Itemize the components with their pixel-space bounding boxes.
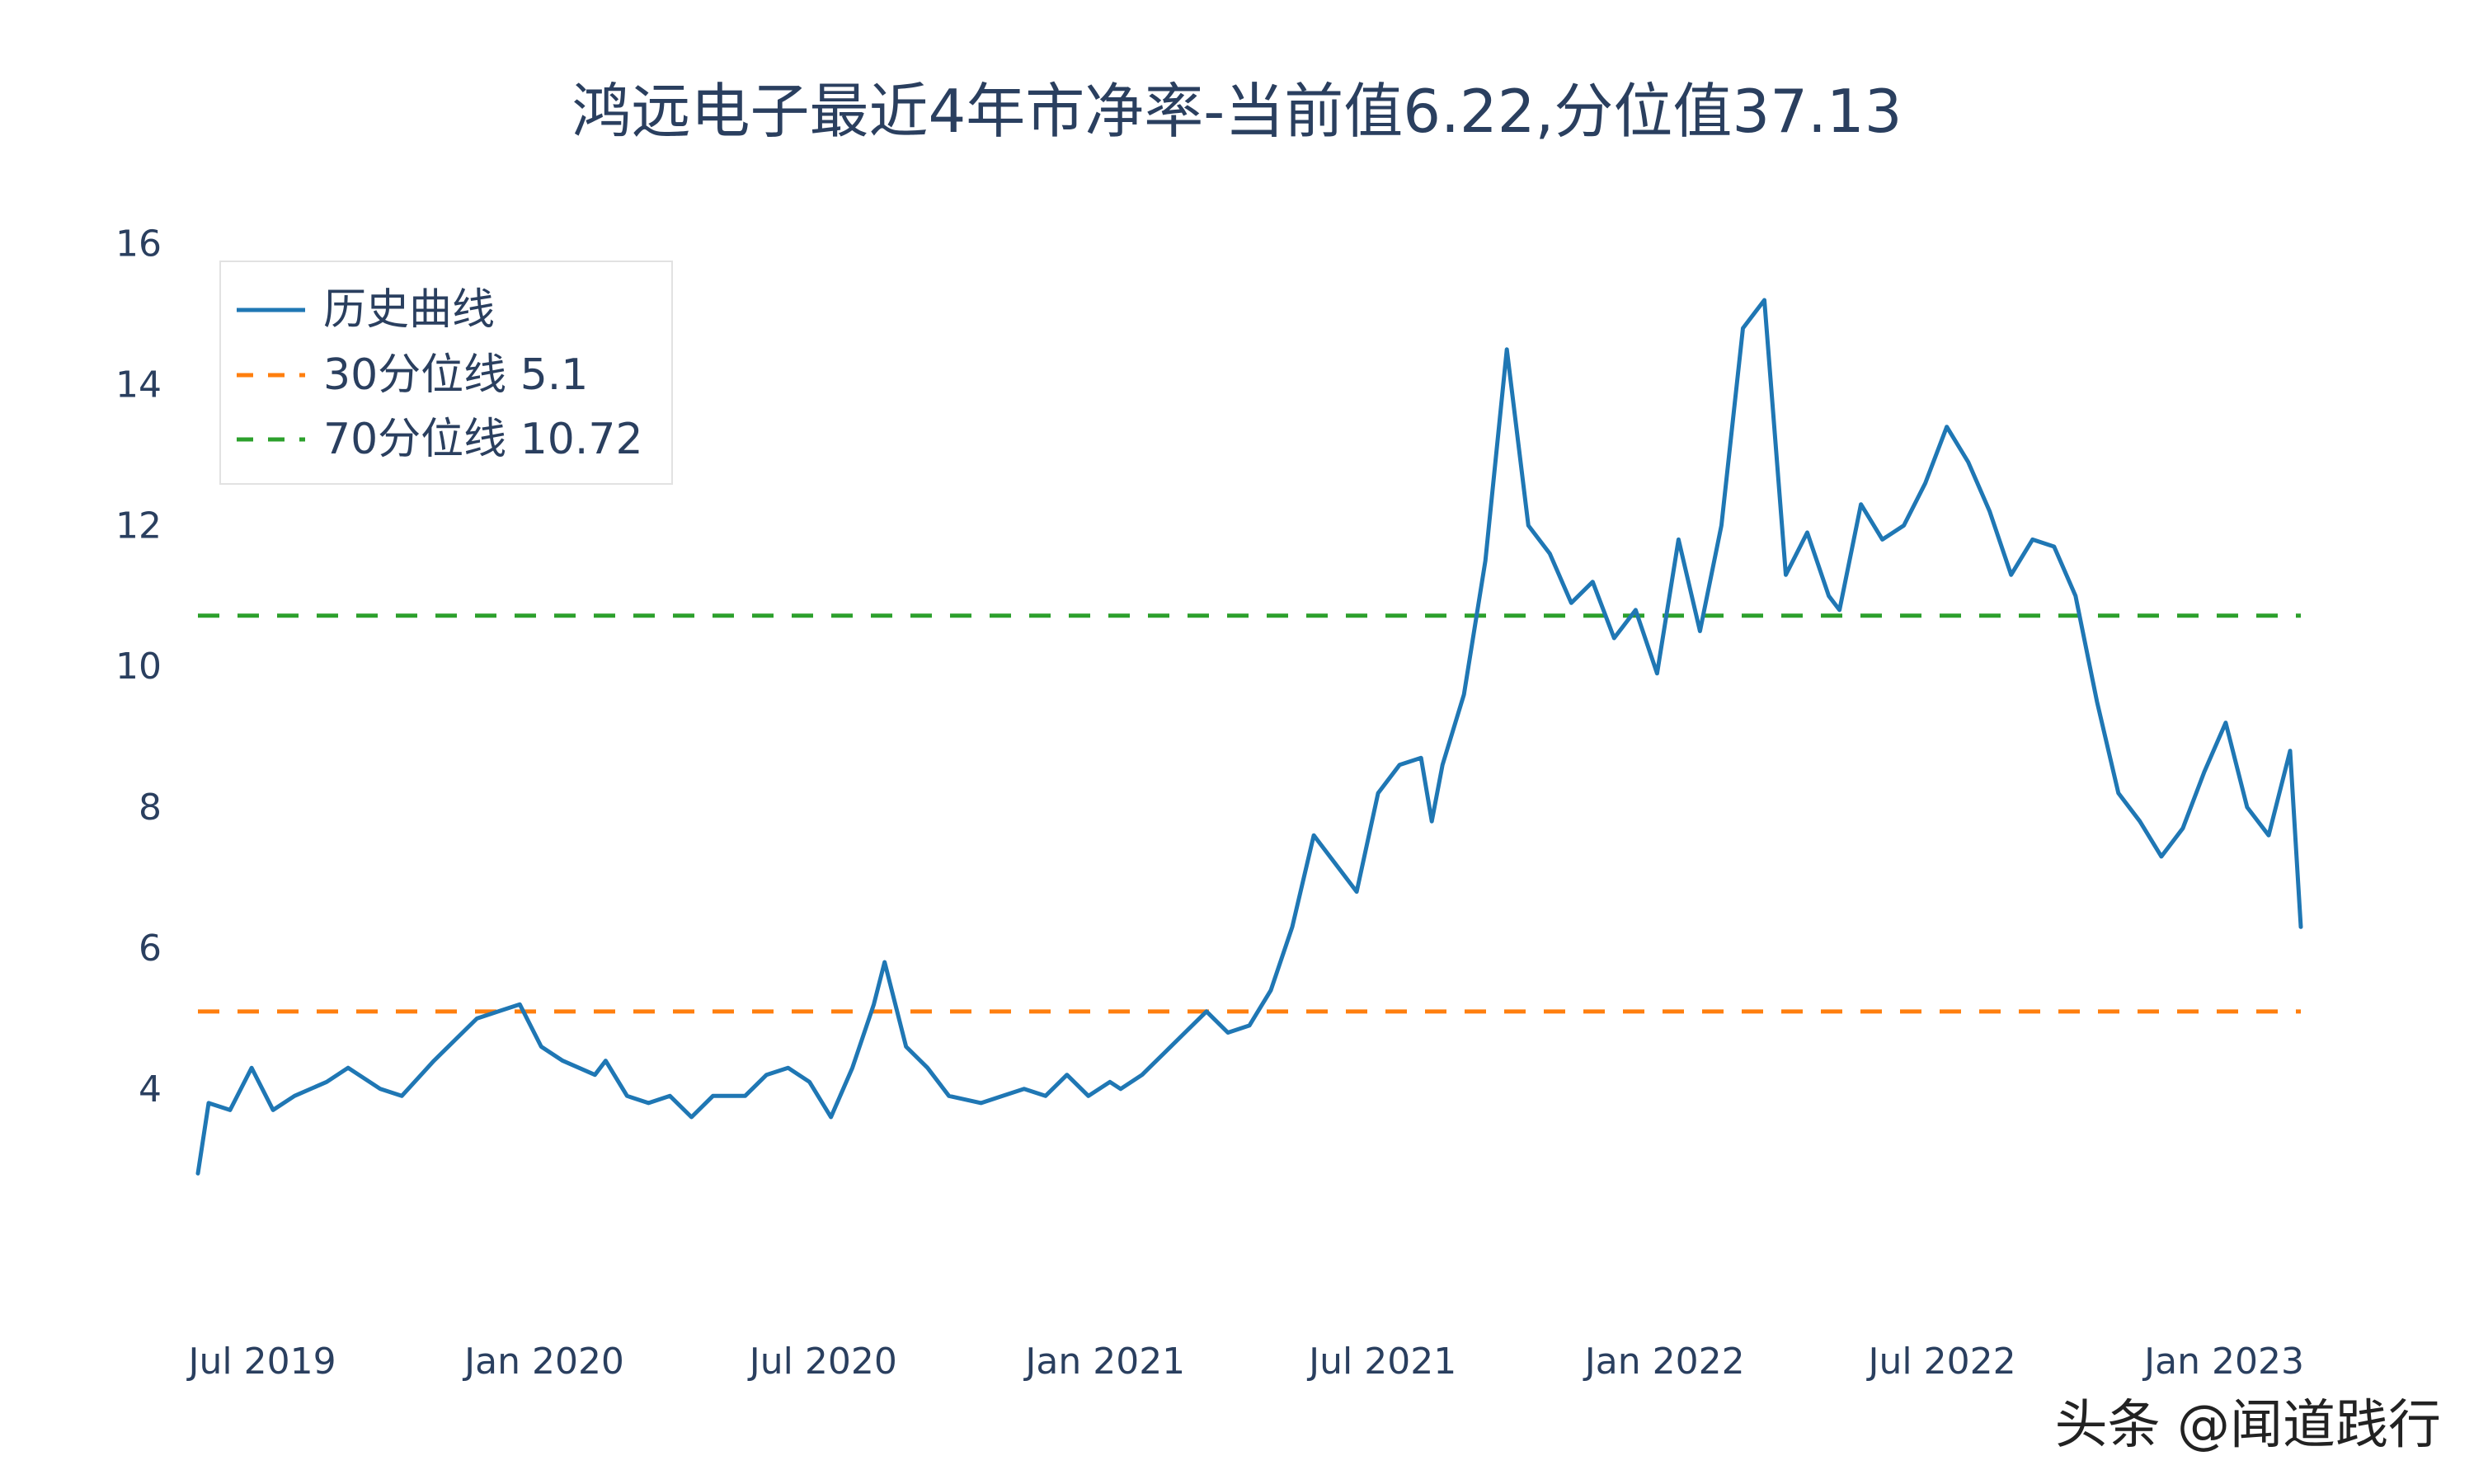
x-tick-label: Jan 2020 bbox=[462, 1341, 624, 1383]
x-tick-label: Jul 2022 bbox=[1866, 1341, 2016, 1383]
y-tick-label: 14 bbox=[115, 364, 162, 406]
y-tick-label: 6 bbox=[139, 928, 162, 970]
chart-title: 鸿远电子最近4年市净率-当前值6.22,分位值37.13 bbox=[571, 77, 1902, 146]
x-tick-label: Jan 2021 bbox=[1023, 1341, 1185, 1383]
y-tick-label: 8 bbox=[139, 787, 162, 829]
legend-label-p30: 30分位线 5.1 bbox=[323, 350, 588, 400]
y-axis: 4 6 8 10 12 14 16 bbox=[115, 223, 162, 1111]
legend-label-p70: 70分位线 10.72 bbox=[323, 415, 643, 464]
x-tick-label: Jan 2023 bbox=[2142, 1341, 2304, 1383]
y-tick-label: 10 bbox=[115, 646, 162, 688]
x-tick-label: Jul 2020 bbox=[747, 1341, 897, 1383]
legend: 历史曲线 30分位线 5.1 70分位线 10.72 bbox=[219, 261, 673, 485]
legend-label-history: 历史曲线 bbox=[323, 285, 495, 335]
x-axis: Jul 2019 Jan 2020 Jul 2020 Jan 2021 Jul 2021… bbox=[186, 1341, 2304, 1383]
x-tick-label: Jan 2022 bbox=[1583, 1341, 1745, 1383]
y-tick-label: 12 bbox=[115, 505, 162, 547]
watermark: 头条 @闻道践行 bbox=[2055, 1395, 2441, 1456]
y-tick-label: 16 bbox=[115, 223, 162, 265]
history-line bbox=[195, 298, 2303, 1176]
legend-box bbox=[219, 261, 673, 485]
x-tick-label: Jul 2019 bbox=[186, 1341, 336, 1383]
y-tick-label: 4 bbox=[139, 1068, 162, 1111]
x-tick-label: Jul 2021 bbox=[1306, 1341, 1456, 1383]
